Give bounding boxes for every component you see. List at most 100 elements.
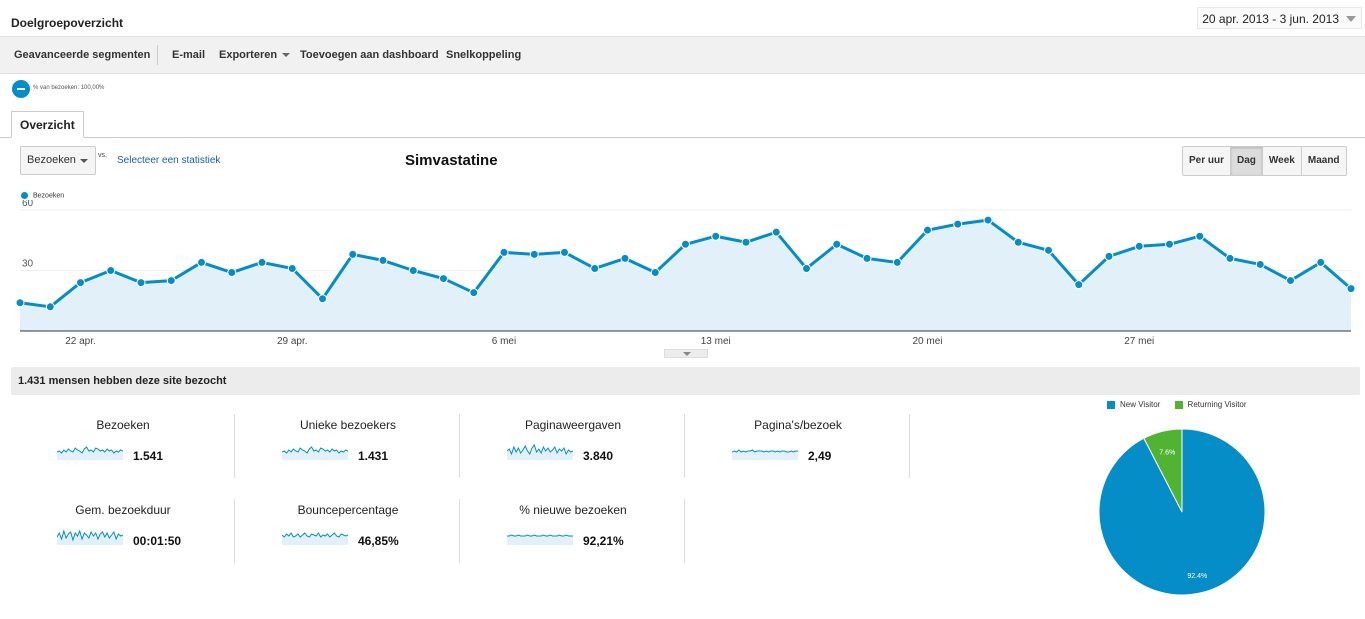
metric-value: 3.840 — [583, 449, 614, 463]
metric-label: Gem. bezoekduur — [75, 503, 171, 517]
metric-visits[interactable]: Bezoeken 1.541 — [11, 414, 235, 478]
page-title: Doelgroepoverzicht — [11, 16, 124, 30]
granularity-hour-button[interactable]: Per uur — [1183, 147, 1232, 175]
data-point[interactable] — [681, 239, 690, 249]
data-point[interactable] — [287, 263, 297, 273]
chevron-down-icon — [282, 53, 291, 58]
sparkline — [57, 446, 123, 460]
y-tick-label: 30 — [22, 259, 34, 270]
data-point[interactable] — [1104, 251, 1114, 261]
data-point[interactable] — [499, 247, 509, 257]
sparkline — [282, 446, 348, 460]
metric-value: 2,49 — [808, 449, 832, 463]
data-point[interactable] — [620, 253, 630, 263]
data-point[interactable] — [318, 294, 327, 304]
data-point[interactable] — [590, 263, 600, 273]
data-point[interactable] — [197, 257, 206, 267]
metric-bounce-rate[interactable]: Bouncepercentage 46,85% — [236, 499, 460, 563]
data-point[interactable] — [741, 237, 751, 247]
data-point[interactable] — [1255, 259, 1265, 269]
advanced-segments-button[interactable]: Geavanceerde segmenten — [14, 49, 151, 61]
data-point[interactable] — [953, 219, 963, 229]
data-point[interactable] — [1195, 231, 1205, 241]
data-point[interactable] — [711, 231, 721, 241]
shortcut-button[interactable]: Snelkoppeling — [446, 49, 522, 61]
metric-pageviews[interactable]: Paginaweergaven 3.840 — [461, 414, 685, 478]
granularity-day-button[interactable]: Dag — [1231, 147, 1263, 175]
data-point[interactable] — [439, 274, 448, 284]
data-point[interactable] — [892, 257, 902, 267]
date-range-picker[interactable]: 20 apr. 2013 - 3 jun. 2013 — [1197, 7, 1362, 29]
data-point[interactable] — [862, 253, 872, 263]
add-to-dashboard-button[interactable]: Toevoegen aan dashboard — [300, 49, 439, 61]
data-point[interactable] — [802, 263, 811, 273]
data-point[interactable] — [1286, 276, 1295, 286]
metric-label: Bezoeken — [96, 418, 150, 432]
sparkline — [507, 534, 573, 545]
metric-pages-per-visit[interactable]: Pagina's/bezoek 2,49 — [686, 414, 910, 478]
data-point[interactable] — [378, 255, 388, 265]
data-point[interactable] — [560, 247, 569, 257]
granularity-month-button[interactable]: Maand — [1301, 147, 1346, 175]
export-button[interactable]: Exporteren — [219, 49, 291, 61]
sparkline-fill — [507, 535, 573, 545]
data-point[interactable] — [529, 249, 539, 259]
data-point[interactable] — [1074, 280, 1084, 290]
metric-value: 46,85% — [358, 534, 399, 548]
pie-slice-label: 92.4% — [1187, 573, 1207, 580]
select-metric-link[interactable]: Selecteer een statistiek — [117, 155, 221, 166]
chart-legend: Bezoeken — [21, 192, 64, 199]
metric-dropdown-label: Bezoeken — [27, 154, 76, 166]
date-range-label: 20 apr. 2013 - 3 jun. 2013 — [1202, 12, 1339, 26]
legend-dot-icon — [21, 192, 28, 199]
metric-new-visits[interactable]: % nieuwe bezoeken 92,21% — [461, 499, 685, 563]
metric-unique-visitors[interactable]: Unieke bezoekers 1.431 — [236, 414, 460, 478]
data-point[interactable] — [1044, 245, 1053, 255]
data-point[interactable] — [1346, 284, 1356, 294]
data-point[interactable] — [106, 266, 116, 275]
tab-overview[interactable]: Overzicht — [11, 111, 84, 138]
x-tick-label: 20 mei — [912, 336, 942, 347]
sparkline — [57, 529, 123, 545]
data-point[interactable] — [408, 266, 418, 275]
data-point[interactable] — [1316, 257, 1326, 267]
data-point[interactable] — [469, 288, 479, 298]
data-point[interactable] — [227, 268, 237, 278]
data-point[interactable] — [650, 268, 660, 278]
metric-avg-visit-duration[interactable]: Gem. bezoekduur 00:01:50 — [11, 499, 235, 563]
segment-pie-icon — [12, 80, 30, 98]
email-button[interactable]: E-mail — [172, 49, 206, 61]
data-point[interactable] — [771, 227, 781, 237]
granularity-week-button[interactable]: Week — [1262, 147, 1302, 175]
data-point[interactable] — [348, 249, 358, 259]
legend-returning-visitor: Returning Visitor — [1187, 400, 1247, 409]
metric-dropdown[interactable]: Bezoeken — [20, 146, 96, 175]
vs-label: vs. — [98, 152, 107, 159]
data-point[interactable] — [832, 239, 842, 249]
data-point[interactable] — [76, 278, 85, 288]
data-point[interactable] — [45, 302, 55, 312]
data-point[interactable] — [15, 298, 25, 308]
chevron-down-icon — [80, 159, 88, 163]
data-point[interactable] — [257, 257, 267, 267]
pie-slice-returning-visitor[interactable] — [1143, 428, 1183, 513]
metric-label: Bouncepercentage — [297, 503, 399, 517]
y-tick-label: 60 — [22, 200, 34, 209]
chevron-down-icon — [1346, 16, 1356, 22]
data-point[interactable] — [983, 215, 993, 225]
x-tick-label: 22 apr. — [65, 336, 96, 347]
data-point[interactable] — [166, 276, 176, 286]
legend-new-visitor: New Visitor — [1120, 400, 1161, 409]
data-point[interactable] — [1165, 239, 1174, 249]
data-point[interactable] — [1013, 237, 1023, 247]
chart-expand-toggle[interactable] — [664, 349, 708, 358]
data-point[interactable] — [1134, 241, 1144, 251]
visitor-type-pie-chart: 92.4% 7.6% — [1098, 428, 1266, 596]
title-bar: Doelgroepoverzicht 20 apr. 2013 - 3 jun.… — [0, 0, 1365, 37]
data-point[interactable] — [923, 225, 932, 235]
data-point[interactable] — [1225, 253, 1235, 263]
metric-value: 92,21% — [583, 534, 624, 548]
toolbar: Geavanceerde segmenten E-mail Exporteren… — [0, 37, 1365, 74]
data-point[interactable] — [136, 278, 146, 288]
summary-headline: 1.431 mensen hebben deze site bezocht — [18, 375, 227, 387]
